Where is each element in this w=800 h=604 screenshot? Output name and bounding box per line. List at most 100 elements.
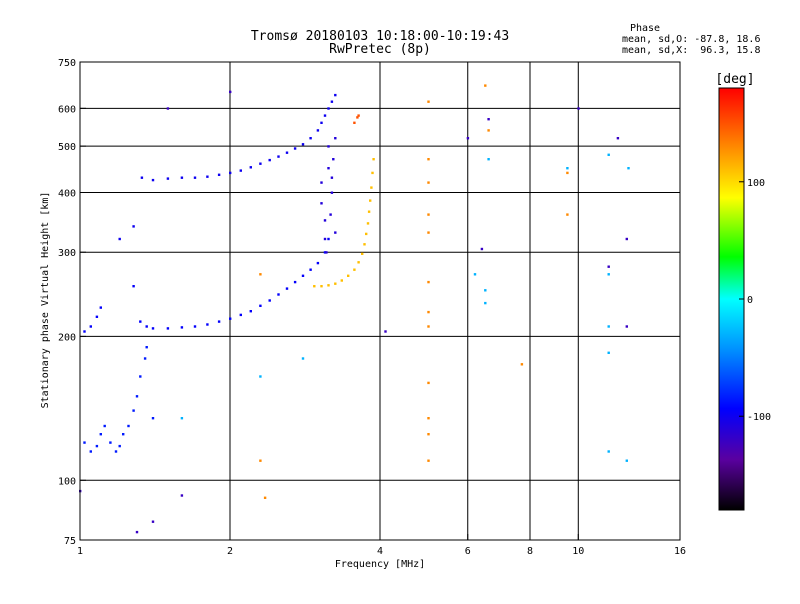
echo-point (356, 116, 359, 119)
echo-point (293, 280, 297, 284)
echo-point (369, 199, 372, 202)
echo-point (487, 129, 490, 132)
echo-point (135, 395, 139, 398)
echo-point (285, 151, 289, 154)
echo-point (329, 213, 332, 216)
echo-point (166, 327, 170, 330)
x-axis-label: Frequency [MHz] (335, 559, 425, 570)
echo-point (151, 327, 155, 330)
echo-point (193, 176, 197, 179)
echo-point (89, 325, 92, 328)
echo-point (151, 520, 155, 523)
echo-point (616, 137, 620, 140)
echo-point (427, 417, 430, 420)
echo-point (103, 424, 106, 428)
echo-point (427, 459, 430, 462)
echo-point (277, 155, 280, 158)
echo-point (83, 441, 86, 444)
echo-point (384, 330, 387, 333)
echo-point (323, 219, 327, 222)
echo-point (95, 315, 99, 318)
echo-point (166, 177, 170, 180)
echo-point (309, 137, 312, 140)
y-tick-label: 75 (64, 536, 76, 547)
echo-point (520, 363, 524, 366)
echo-point (625, 459, 628, 462)
echo-point (372, 158, 375, 161)
echo-point (357, 261, 360, 264)
echo-point (180, 417, 184, 420)
echo-point (249, 166, 252, 169)
echo-point (357, 114, 360, 117)
echo-point (427, 433, 430, 436)
echo-point (249, 310, 252, 313)
echo-point (566, 213, 569, 216)
echo-point (320, 181, 323, 184)
echo-point (151, 417, 155, 420)
echo-point (323, 237, 327, 241)
echo-point (132, 225, 135, 228)
echo-point (316, 261, 320, 265)
echo-point (217, 173, 221, 176)
echo-point (607, 273, 610, 276)
x-tick-label: 4 (377, 546, 383, 557)
grid-lines (80, 62, 680, 540)
echo-point (466, 137, 470, 140)
echo-point (239, 169, 242, 172)
echo-point (607, 450, 610, 453)
echo-point (473, 273, 477, 276)
echo-point (301, 357, 305, 360)
echo-point (330, 176, 334, 179)
echo-point (259, 304, 262, 307)
echo-point (332, 158, 335, 161)
echo-point (325, 251, 328, 254)
echo-point (122, 433, 125, 436)
y-tick-label: 200 (58, 332, 76, 343)
y-tick-label: 300 (58, 248, 76, 259)
echo-point (180, 494, 184, 497)
echo-point (309, 268, 312, 271)
x-tick-label: 16 (674, 546, 686, 557)
chart-title: Tromsø 20180103 10:18:00-10:19:43 (251, 29, 509, 44)
echo-point (627, 167, 630, 170)
x-ticks: 1 2 4 6 8 10 16 (77, 534, 686, 557)
echo-point (607, 351, 610, 354)
stats-line-o: mean, sd,O: -87.8, 18.6 (622, 34, 760, 45)
echo-point (366, 222, 370, 225)
echo-point (427, 231, 430, 234)
echo-point (263, 496, 267, 499)
x-tick-label: 6 (465, 546, 471, 557)
echo-point (427, 181, 430, 184)
y-tick-label: 100 (58, 476, 76, 487)
echo-point (363, 243, 366, 246)
echo-point (83, 330, 86, 333)
stats-line-x: mean, sd,X: 96.3, 15.8 (622, 45, 760, 56)
echo-point (330, 191, 334, 194)
echo-point (180, 326, 184, 329)
echo-point (229, 317, 232, 320)
x-tick-label: 8 (527, 546, 533, 557)
echo-point (427, 158, 430, 161)
echo-point (323, 251, 327, 254)
x-tick-label: 2 (227, 546, 233, 557)
echo-point (334, 231, 337, 234)
echo-point (268, 158, 271, 162)
echo-point (353, 268, 356, 271)
echo-point (277, 293, 280, 296)
echo-point (577, 107, 580, 110)
echo-point (327, 145, 330, 148)
echo-point (327, 107, 330, 110)
colorbar-label: [deg] (715, 72, 754, 87)
echo-point (480, 247, 484, 251)
echo-point (143, 357, 147, 360)
echo-point (132, 409, 135, 412)
echo-point (259, 459, 262, 462)
y-tick-label: 400 (58, 188, 76, 199)
echo-point (229, 171, 232, 175)
echo-point (166, 107, 170, 110)
echo-point (313, 285, 316, 288)
echo-point (151, 178, 155, 182)
x-tick-label: 10 (572, 546, 584, 557)
echo-point (259, 375, 262, 378)
